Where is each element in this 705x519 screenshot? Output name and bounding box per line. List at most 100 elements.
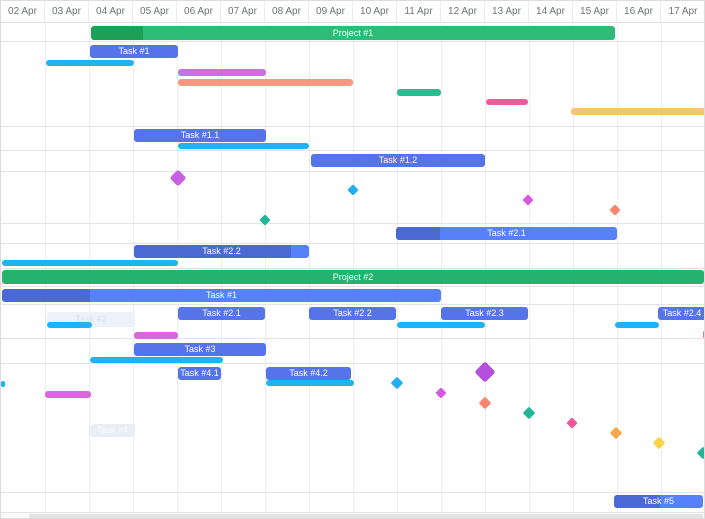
grid-hline xyxy=(1,126,704,127)
timeline-date-cell: 02 Apr xyxy=(1,1,45,23)
scrollbar-thumb[interactable] xyxy=(29,514,703,518)
gantt-task-bar[interactable]: Task #1 xyxy=(90,45,178,58)
grid-vline xyxy=(221,23,222,512)
gantt-task-bar[interactable]: Task #1.1 xyxy=(134,129,266,142)
gantt-progress-line xyxy=(703,331,704,338)
timeline-date-cell: 14 Apr xyxy=(529,1,573,23)
grid-hline xyxy=(1,363,704,364)
gantt-progress-line xyxy=(178,79,353,86)
timeline-date-cell: 09 Apr xyxy=(309,1,353,23)
grid-hline xyxy=(1,492,704,493)
grid-hline xyxy=(1,150,704,151)
gantt-progress-line xyxy=(571,108,704,115)
horizontal-scrollbar[interactable] xyxy=(1,513,704,518)
bar-label: Task #2.2 xyxy=(333,308,372,318)
gantt-task-bar[interactable]: Task #1.2 xyxy=(311,154,485,167)
bar-label: Task #4 xyxy=(96,425,129,435)
milestone-diamond[interactable] xyxy=(652,436,666,450)
milestone-diamond[interactable] xyxy=(609,204,621,216)
gantt-progress-line xyxy=(2,260,178,266)
gantt-progress-line xyxy=(45,391,91,398)
gantt-task-bar[interactable]: Task #2.1 xyxy=(178,307,265,320)
milestone-diamond[interactable] xyxy=(566,417,578,429)
bar-label: Task #2.2 xyxy=(202,246,241,256)
grid-hline xyxy=(1,171,704,172)
milestone-diamond[interactable] xyxy=(522,194,534,206)
grid-vline xyxy=(177,23,178,512)
milestone-diamond[interactable] xyxy=(609,426,623,440)
bar-label: Task #3 xyxy=(184,344,216,354)
milestone-diamond[interactable] xyxy=(435,387,447,399)
bar-progress-fill xyxy=(91,26,143,40)
bar-progress-fill xyxy=(134,245,291,258)
bar-label: Project #1 xyxy=(332,28,374,38)
gantt-task-bar[interactable]: Task #1 xyxy=(2,289,441,302)
milestone-diamond[interactable] xyxy=(347,184,359,196)
bar-label: Task #1.1 xyxy=(180,130,220,140)
timeline-date-cell: 12 Apr xyxy=(441,1,485,23)
grid-hline xyxy=(1,268,704,269)
bar-label: Task #2 xyxy=(75,314,107,324)
milestone-diamond[interactable] xyxy=(478,396,492,410)
grid-vline xyxy=(45,23,46,512)
gantt-progress-line xyxy=(90,357,223,363)
grid-hline xyxy=(1,512,704,513)
milestone-diamond[interactable] xyxy=(169,169,187,187)
grid-hline xyxy=(1,223,704,224)
milestone-diamond[interactable] xyxy=(696,446,704,460)
gantt-body: Project #1 Task #1 Task #1.1 Task #1.2 Task … xyxy=(1,23,704,513)
timeline-header: 02 Apr 03 Apr 04 Apr 05 Apr 06 Apr 07 Apr 08 A… xyxy=(1,1,704,23)
milestone-diamond[interactable] xyxy=(522,406,536,420)
grid-vline xyxy=(485,23,486,512)
bar-label: Task #1.2 xyxy=(378,155,418,165)
gantt-progress-line xyxy=(486,99,528,105)
bar-label: Task #2.1 xyxy=(487,228,526,238)
gantt-task-bar[interactable]: Task #4.2 xyxy=(266,367,351,380)
milestone-diamond[interactable] xyxy=(390,376,404,390)
grid-vline xyxy=(573,23,574,512)
timeline-date-cell: 06 Apr xyxy=(177,1,221,23)
timeline-date-cell: 03 Apr xyxy=(45,1,89,23)
grid-vline xyxy=(133,23,134,512)
grid-hline xyxy=(1,243,704,244)
timeline-date-cell: 05 Apr xyxy=(133,1,177,23)
gantt-project-bar[interactable]: Project #2 xyxy=(2,270,704,284)
gantt-task-bar[interactable]: Task #3 xyxy=(134,343,266,356)
gantt-progress-line xyxy=(134,332,178,339)
gantt-task-bar[interactable]: Task #2.2 xyxy=(309,307,396,320)
gantt-progress-line xyxy=(47,322,92,328)
grid-hline xyxy=(1,41,704,42)
bar-label: Task #5 xyxy=(642,496,675,506)
gantt-task-bar[interactable]: Task #4.1 xyxy=(178,367,221,380)
gantt-progress-line xyxy=(1,381,5,387)
timeline-date-cell: 16 Apr xyxy=(617,1,661,23)
bar-label: Task #4.1 xyxy=(180,368,219,378)
timeline-date-cell: 04 Apr xyxy=(89,1,133,23)
grid-vline xyxy=(617,23,618,512)
grid-hline xyxy=(1,304,704,305)
grid-vline xyxy=(309,23,310,512)
bar-progress-fill xyxy=(2,289,90,302)
gantt-progress-line xyxy=(266,380,354,386)
grid-vline xyxy=(397,23,398,512)
gantt-progress-line xyxy=(397,89,441,96)
gantt-project-bar[interactable]: Project #1 xyxy=(91,26,615,40)
timeline-date-cell: 10 Apr xyxy=(353,1,397,23)
timeline-date-cell: 07 Apr xyxy=(221,1,265,23)
milestone-diamond[interactable] xyxy=(474,361,496,383)
grid-hline xyxy=(1,338,704,339)
gantt-task-bar[interactable]: Task #2.1 xyxy=(396,227,617,240)
gantt-task-bar[interactable]: Task #2.4 xyxy=(658,307,704,320)
timeline-date-cell: 15 Apr xyxy=(573,1,617,23)
timeline-date-cell: 17 Apr xyxy=(661,1,704,23)
gantt-progress-line xyxy=(178,69,266,76)
gantt-progress-line xyxy=(178,143,309,149)
gantt-ghost-bar: Task #4 xyxy=(90,424,135,437)
grid-vline xyxy=(89,23,90,512)
gantt-progress-line xyxy=(397,322,485,328)
grid-vline xyxy=(661,23,662,512)
gantt-task-bar[interactable]: Task #2.3 xyxy=(441,307,528,320)
gantt-task-bar[interactable]: Task #2.2 xyxy=(134,245,309,258)
gantt-task-bar[interactable]: Task #5 xyxy=(614,495,703,508)
